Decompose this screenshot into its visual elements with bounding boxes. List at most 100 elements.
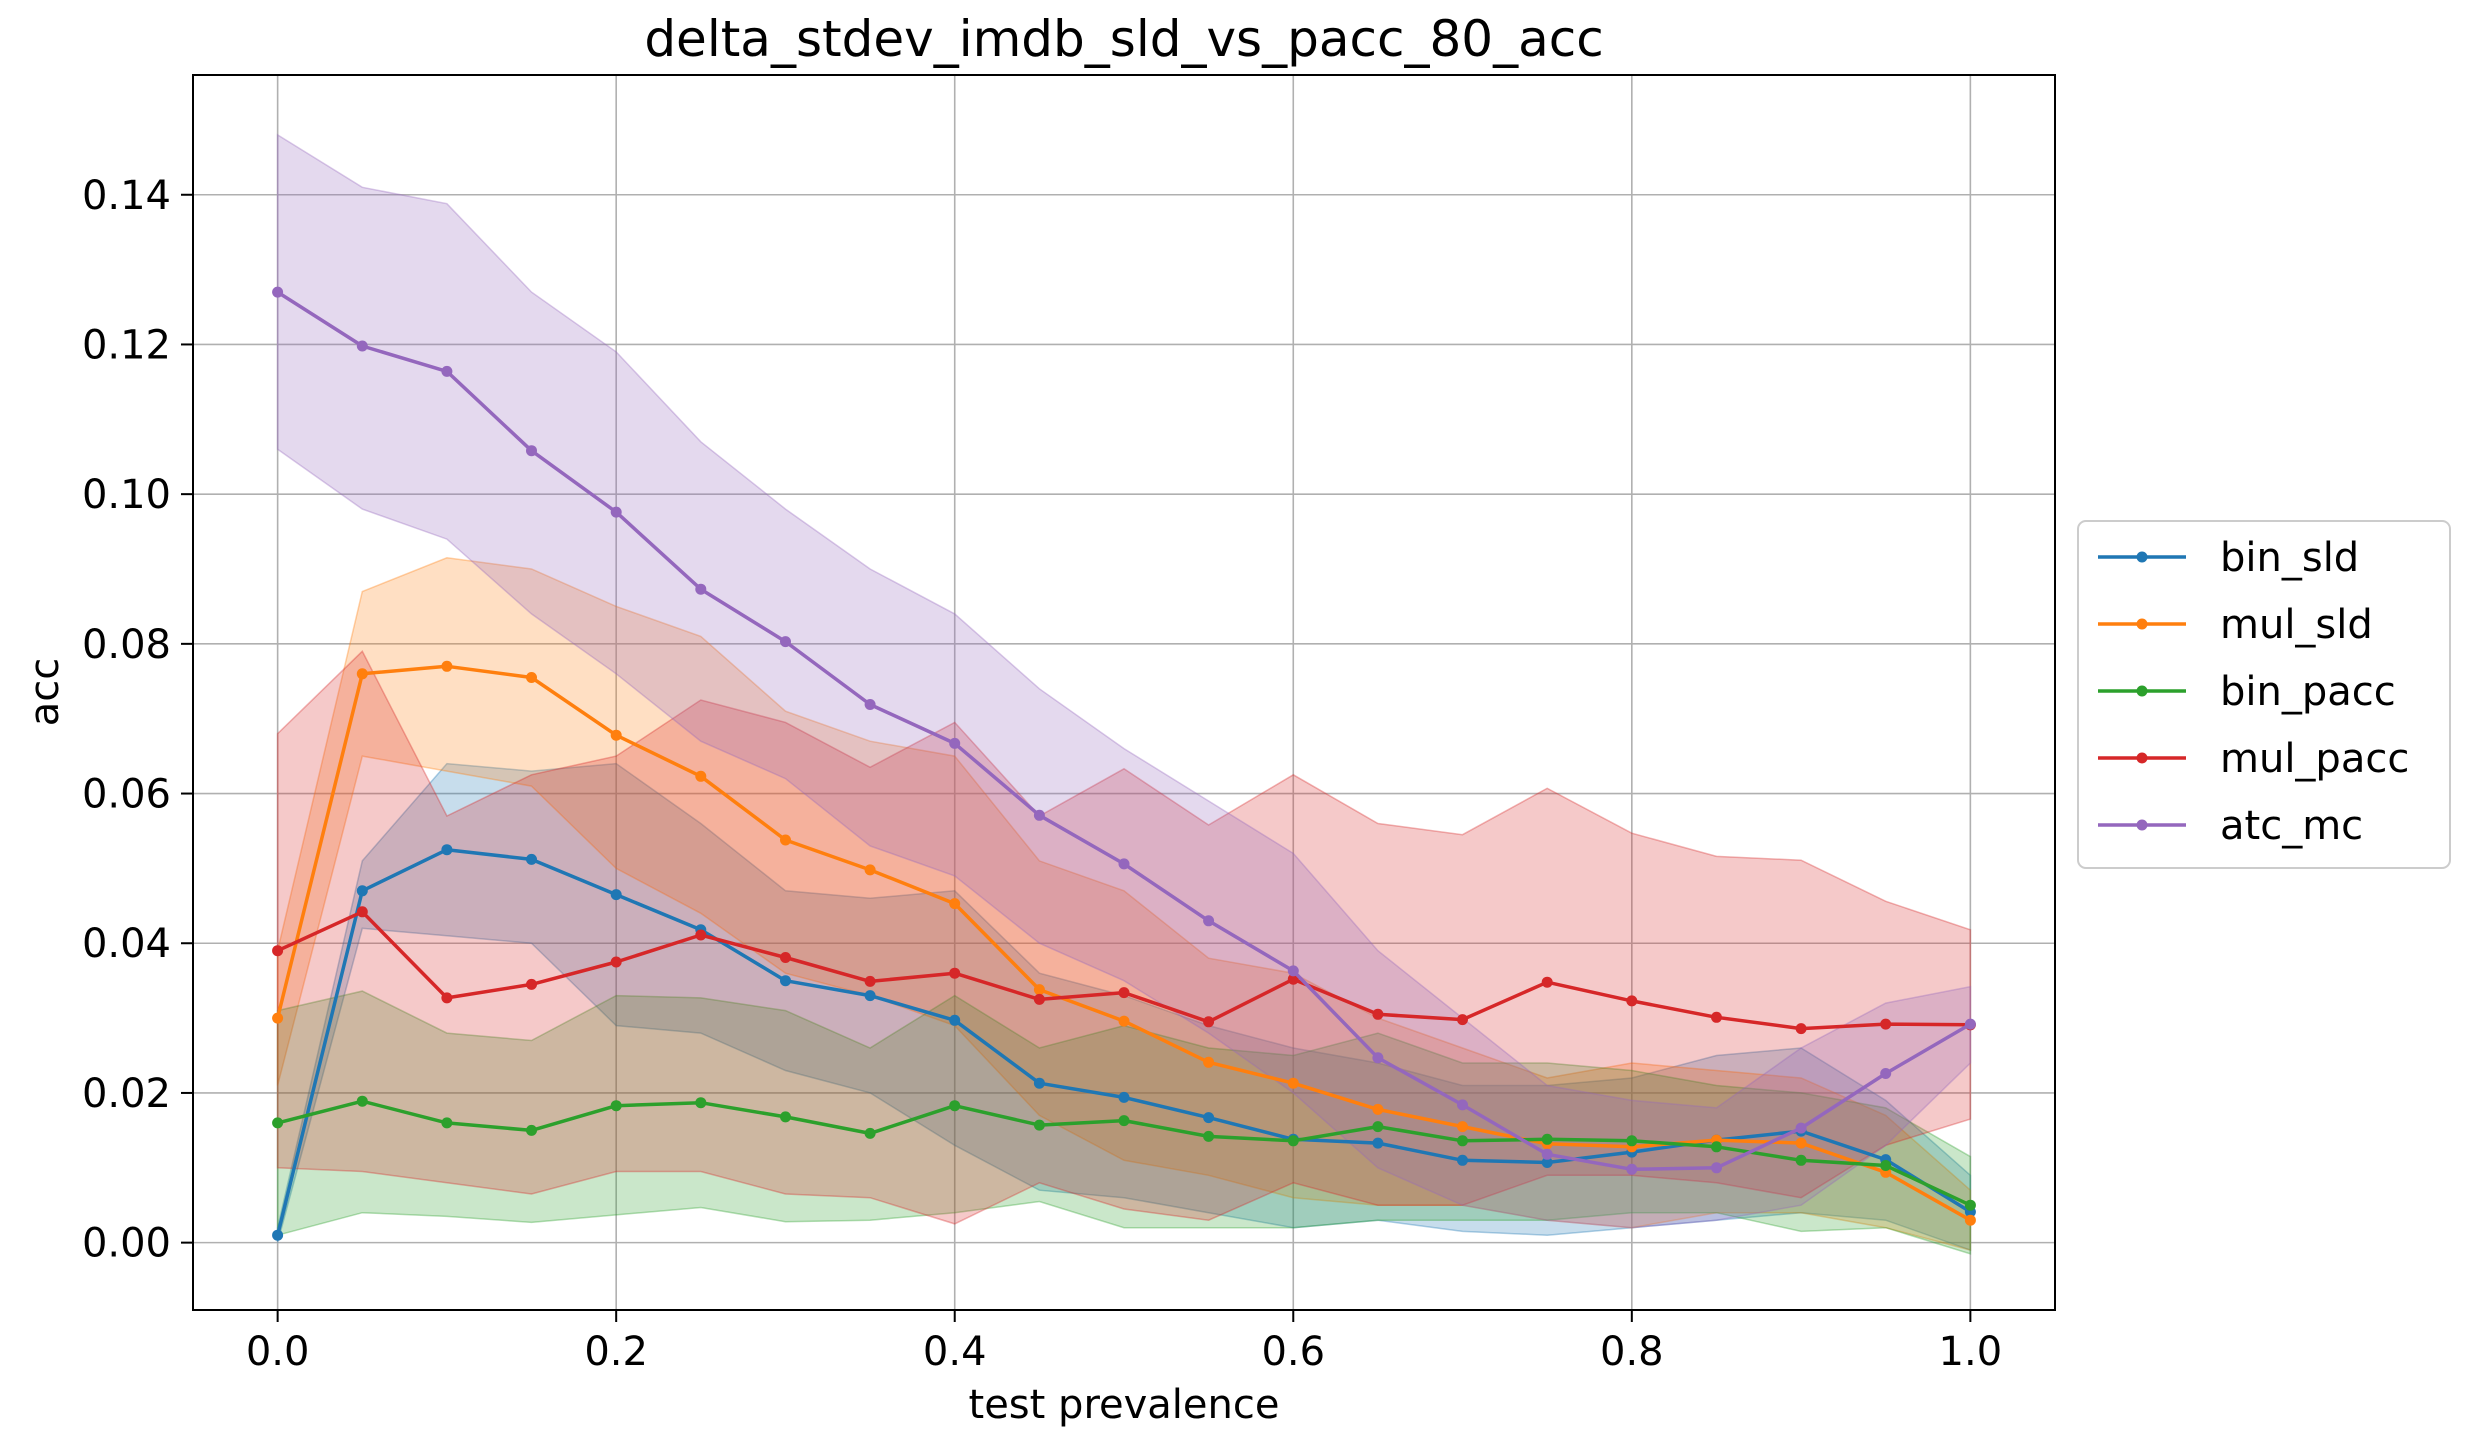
point-mul_sld: [1287, 1077, 1299, 1089]
point-bin_pacc: [441, 1117, 453, 1129]
legend-marker-mul_pacc: [2136, 752, 2148, 764]
point-bin_pacc: [1287, 1135, 1299, 1147]
point-bin_pacc: [1711, 1141, 1722, 1153]
point-atc_mc: [1287, 965, 1299, 977]
legend-box: [2077, 520, 2451, 869]
point-bin_pacc: [1372, 1121, 1384, 1133]
point-bin_pacc: [949, 1100, 961, 1112]
point-bin_pacc: [1203, 1130, 1215, 1142]
point-bin_pacc: [1964, 1199, 1976, 1211]
grid: [193, 75, 2055, 1310]
point-atc_mc: [356, 340, 368, 352]
point-mul_pacc: [272, 945, 284, 957]
point-atc_mc: [1541, 1148, 1553, 1160]
legend: bin_sld mul_sld bin_pacc mul_pacc atc_mc: [2077, 520, 2451, 869]
point-mul_pacc: [780, 952, 791, 963]
y-axis-label: acc: [22, 658, 68, 727]
point-bin_pacc: [780, 1111, 791, 1123]
point-bin_sld: [780, 975, 791, 987]
point-atc_mc: [695, 583, 707, 595]
series-lines: [272, 286, 1976, 1241]
x-axis-label: test prevalence: [969, 1382, 1280, 1428]
point-atc_mc: [526, 445, 537, 457]
point-mul_sld: [1372, 1103, 1384, 1115]
point-bin_sld: [949, 1014, 961, 1026]
point-bin_pacc: [272, 1117, 284, 1129]
point-atc_mc: [1880, 1068, 1892, 1079]
point-bin_sld: [610, 889, 622, 901]
legend-label-bin_pacc: bin_pacc: [2220, 669, 2396, 715]
y-tick-label: 0.06: [82, 772, 171, 818]
y-tick-label: 0.02: [82, 1071, 171, 1117]
point-mul_pacc: [1711, 1011, 1722, 1023]
point-bin_pacc: [356, 1095, 368, 1107]
point-atc_mc: [1457, 1099, 1468, 1111]
point-mul_pacc: [1118, 987, 1130, 999]
point-mul_pacc: [441, 992, 453, 1004]
point-mul_pacc: [1626, 995, 1638, 1007]
point-atc_mc: [1118, 858, 1130, 870]
point-mul_pacc: [949, 967, 961, 979]
point-atc_mc: [1033, 809, 1045, 821]
point-mul_sld: [1795, 1137, 1807, 1149]
point-atc_mc: [1964, 1018, 1976, 1030]
x-tick-label: 0.2: [584, 1329, 648, 1375]
point-mul_pacc: [526, 978, 537, 990]
confidence-bands: [276, 133, 1972, 1255]
point-atc_mc: [610, 506, 622, 518]
band-bin_sld: [276, 762, 1972, 1252]
point-bin_sld: [356, 885, 368, 897]
point-mul_pacc: [610, 956, 622, 968]
point-mul_sld: [1033, 984, 1045, 996]
point-bin_pacc: [1795, 1154, 1807, 1166]
y-tick-label: 0.10: [82, 472, 171, 518]
point-mul_sld: [949, 898, 961, 910]
point-mul_sld: [1457, 1121, 1468, 1133]
point-mul_sld: [695, 770, 707, 782]
point-atc_mc: [441, 365, 453, 377]
point-mul_sld: [780, 834, 791, 846]
point-mul_pacc: [356, 906, 368, 918]
point-mul_sld: [1118, 1015, 1130, 1027]
legend-marker-mul_sld: [2136, 618, 2148, 630]
x-tick-label: 0.8: [1600, 1329, 1664, 1375]
y-tick-label: 0.08: [82, 622, 171, 668]
x-tick-label: 0.6: [1261, 1329, 1325, 1375]
band-mul_pacc: [276, 650, 1972, 1225]
point-atc_mc: [864, 699, 876, 710]
point-bin_pacc: [1880, 1160, 1892, 1171]
legend-marker-atc_mc: [2136, 819, 2148, 831]
point-bin_pacc: [864, 1127, 876, 1139]
point-bin_sld: [272, 1229, 284, 1241]
point-atc_mc: [780, 636, 791, 648]
point-mul_pacc: [864, 975, 876, 987]
y-tick-label: 0.00: [82, 1221, 171, 1267]
point-atc_mc: [1372, 1052, 1384, 1064]
point-bin_pacc: [1541, 1133, 1553, 1145]
point-mul_sld: [864, 864, 876, 876]
point-mul_sld: [272, 1012, 284, 1024]
point-bin_sld: [526, 853, 537, 865]
point-bin_pacc: [1626, 1135, 1638, 1147]
point-atc_mc: [1711, 1162, 1722, 1174]
x-tick-label: 0.4: [923, 1329, 987, 1375]
point-atc_mc: [949, 737, 961, 749]
x-tick-label: 1.0: [1939, 1329, 2003, 1375]
point-mul_sld: [1964, 1214, 1976, 1226]
point-bin_pacc: [1457, 1135, 1468, 1147]
point-bin_pacc: [1118, 1115, 1130, 1127]
point-bin_sld: [1118, 1091, 1130, 1103]
point-mul_sld: [356, 668, 368, 680]
point-bin_pacc: [1033, 1119, 1045, 1131]
point-mul_pacc: [695, 929, 707, 941]
band-mul_sld: [276, 557, 1972, 1252]
point-bin_sld: [864, 990, 876, 1002]
point-bin_pacc: [526, 1124, 537, 1136]
point-bin_sld: [1541, 1157, 1553, 1168]
point-mul_pacc: [1287, 973, 1299, 985]
legend-marker-bin_sld: [2136, 551, 2148, 563]
legend-label-mul_pacc: mul_pacc: [2220, 736, 2409, 782]
legend-label-bin_sld: bin_sld: [2220, 535, 2359, 581]
point-bin_pacc: [695, 1097, 707, 1109]
